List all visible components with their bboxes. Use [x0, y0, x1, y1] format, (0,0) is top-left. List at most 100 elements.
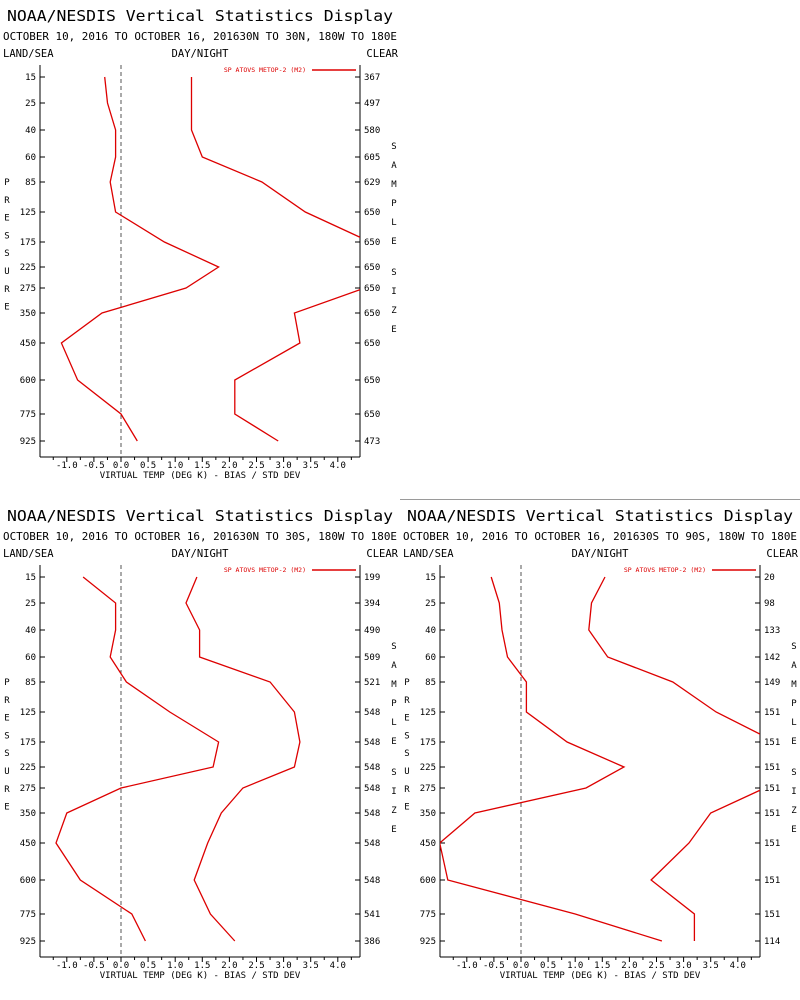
chart-subtitle: OCTOBER 10, 2016 TO OCTOBER 16, 201630N …: [3, 531, 397, 543]
right-axis-label-letter: A: [791, 661, 797, 671]
x-tick-label: 3.5: [303, 461, 319, 471]
y-axis-label-letter: S: [4, 749, 9, 759]
x-tick-label: 2.5: [248, 961, 264, 971]
chart-panel-1: NOAA/NESDIS Vertical Statistics Display O…: [0, 0, 400, 500]
y-axis-label-letter: S: [404, 731, 409, 741]
right-axis-label-letter: Z: [391, 306, 397, 316]
pressure-level-label: 40: [25, 626, 36, 636]
sample-size-label: 367: [364, 73, 380, 83]
chart-title: NOAA/NESDIS Vertical Statistics Display: [7, 7, 393, 25]
pressure-level-label: 225: [20, 263, 36, 273]
y-axis-label-letter: R: [404, 696, 410, 706]
y-axis-label-letter: P: [4, 678, 10, 688]
y-axis-label-letter: S: [4, 231, 9, 241]
pressure-level-label: 60: [25, 153, 36, 163]
right-axis-label-letter: S: [391, 268, 396, 278]
x-tick-label: 0.0: [113, 961, 129, 971]
pressure-level-label: 275: [420, 784, 436, 794]
pressure-level-label: 15: [25, 73, 36, 83]
sample-size-label: 497: [364, 99, 380, 109]
header-day-night: DAY/NIGHT: [172, 48, 230, 60]
x-tick-label: 2.0: [621, 961, 637, 971]
right-axis-label-letter: I: [391, 287, 396, 297]
x-tick-label: 3.0: [675, 961, 691, 971]
right-axis-label-letter: S: [391, 142, 396, 152]
y-axis-label-letter: S: [4, 249, 9, 259]
pressure-level-label: 925: [420, 937, 436, 947]
x-tick-label: 2.5: [248, 461, 264, 471]
x-tick-label: 3.0: [275, 961, 291, 971]
x-tick-label: 1.0: [567, 961, 583, 971]
y-axis-label-letter: E: [4, 714, 9, 724]
x-tick-label: 1.5: [194, 461, 210, 471]
sample-size-label: 548: [364, 708, 380, 718]
sample-size-label: 580: [364, 126, 380, 136]
chart-panel-2: NOAA/NESDIS Vertical Statistics Display O…: [0, 500, 400, 1000]
pressure-level-label: 175: [20, 238, 36, 248]
y-axis-label-letter: R: [4, 196, 10, 206]
pressure-level-label: 450: [420, 839, 436, 849]
header-day-night: DAY/NIGHT: [572, 548, 630, 560]
right-axis-label-letter: E: [791, 737, 796, 747]
right-axis-label-letter: E: [391, 325, 396, 335]
sample-size-label: 650: [364, 410, 380, 420]
y-axis-label-letter: E: [4, 303, 9, 313]
x-tick-label: 3.0: [275, 461, 291, 471]
pressure-level-label: 40: [425, 626, 436, 636]
right-axis-label-letter: A: [391, 161, 397, 171]
right-axis-label-letter: Z: [391, 806, 397, 816]
x-tick-label: -0.5: [83, 961, 105, 971]
pressure-level-label: 85: [425, 678, 436, 688]
y-axis-label-letter: R: [4, 285, 10, 295]
sample-size-label: 521: [364, 678, 380, 688]
chart-title: NOAA/NESDIS Vertical Statistics Display: [407, 507, 793, 525]
series-line-std-dev: [185, 576, 301, 942]
sample-size-label: 650: [364, 238, 380, 248]
sample-size-label: 541: [364, 910, 380, 920]
x-tick-label: 4.0: [330, 461, 346, 471]
header-land-sea: LAND/SEA: [3, 48, 54, 60]
x-tick-label: 1.5: [194, 961, 210, 971]
sample-size-label: 98: [764, 599, 775, 609]
pressure-level-label: 225: [420, 763, 436, 773]
x-tick-label: -1.0: [56, 961, 78, 971]
right-axis-label-letter: E: [391, 737, 396, 747]
sample-size-label: 605: [364, 153, 380, 163]
right-axis-label-letter: P: [791, 699, 797, 709]
right-axis-label-letter: M: [391, 180, 397, 190]
pressure-level-label: 925: [20, 937, 36, 947]
sample-size-label: 509: [364, 653, 380, 663]
right-axis-label-letter: A: [391, 661, 397, 671]
right-axis-label-letter: M: [391, 680, 397, 690]
y-axis-label-letter: E: [404, 803, 409, 813]
sample-size-label: 142: [764, 653, 780, 663]
sample-size-label: 20: [764, 573, 775, 583]
sample-size-label: 149: [764, 678, 780, 688]
x-tick-label: 1.0: [167, 961, 183, 971]
header-clear: CLEAR: [766, 548, 798, 560]
x-tick-label: 0.5: [140, 461, 156, 471]
pressure-level-label: 600: [20, 876, 36, 886]
y-axis-label-letter: E: [4, 803, 9, 813]
legend-label: SP ATOVS METOP-2 (M2): [224, 66, 306, 74]
pressure-level-label: 125: [20, 708, 36, 718]
pressure-level-label: 15: [25, 573, 36, 583]
pressure-level-label: 40: [25, 126, 36, 136]
y-axis-label-letter: R: [404, 785, 410, 795]
chart-svg: NOAA/NESDIS Vertical Statistics Display O…: [403, 507, 799, 981]
pressure-level-label: 600: [20, 376, 36, 386]
x-axis-label: VIRTUAL TEMP (DEG K) - BIAS / STD DEV: [100, 971, 301, 981]
sample-size-label: 151: [764, 876, 780, 886]
right-axis-label-letter: S: [391, 642, 396, 652]
x-tick-label: 0.5: [140, 961, 156, 971]
x-tick-label: 0.0: [113, 461, 129, 471]
x-tick-label: 4.0: [330, 961, 346, 971]
pressure-level-label: 125: [20, 208, 36, 218]
right-axis-label-letter: E: [791, 825, 796, 835]
right-axis-label-letter: L: [791, 718, 796, 728]
header-day-night: DAY/NIGHT: [172, 548, 230, 560]
sample-size-label: 650: [364, 208, 380, 218]
sample-size-label: 473: [364, 437, 380, 447]
